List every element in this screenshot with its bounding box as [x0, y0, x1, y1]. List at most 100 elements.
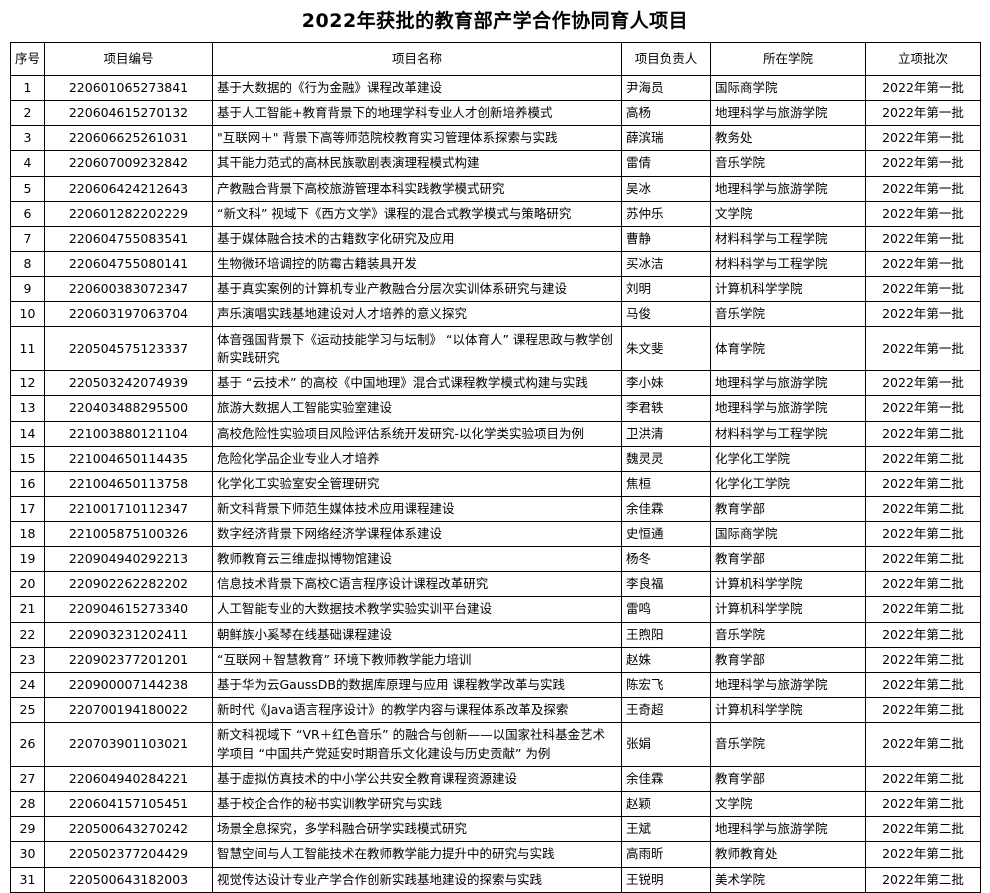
cell-college: 材料科学与工程学院	[710, 420, 866, 447]
cell-batch: 2022年第一批	[865, 200, 981, 227]
cell-project-leader: 吴冰	[621, 175, 711, 202]
cell-project-leader: 卫洪清	[621, 420, 711, 447]
cell-college: 计算机科学学院	[710, 571, 866, 598]
cell-project-code: 221004650114435	[44, 445, 213, 472]
cell-project-code: 220403488295500	[44, 395, 213, 422]
table-body: 1 220601065273841 基于大数据的《行为金融》课程改革建设 尹海员 国际商…	[10, 74, 981, 893]
cell-college: 教育学部	[710, 546, 866, 573]
cell-batch: 2022年第二批	[865, 671, 981, 698]
cell-index: 2	[10, 100, 45, 127]
cell-college: 地理科学与旅游学院	[710, 370, 866, 397]
cell-project-name: 人工智能专业的大数据技术教学实验实训平台建设	[212, 596, 622, 623]
cell-index: 8	[10, 250, 45, 278]
table-row: 13 220403488295500 旅游大数据人工智能实验室建设 李君轶 地理科学与旅…	[10, 395, 981, 422]
cell-college: 地理科学与旅游学院	[710, 100, 866, 127]
cell-project-name: 危险化学品企业专业人才培养	[212, 445, 622, 472]
cell-project-code: 220604755083541	[44, 225, 213, 252]
cell-project-name: 基于虚拟仿真技术的中小学公共安全教育课程资源建设	[212, 765, 622, 793]
cell-project-name: 生物微环培调控的防霉古籍装具开发	[212, 250, 622, 278]
cell-college: 化学化工学院	[710, 470, 866, 497]
cell-project-leader: 高杨	[621, 100, 711, 127]
cell-batch: 2022年第一批	[865, 250, 981, 278]
cell-batch: 2022年第二批	[865, 791, 981, 818]
cell-project-name: “新文科” 视域下《西方文学》课程的混合式教学模式与策略研究	[212, 200, 622, 227]
cell-project-name: 数字经济背景下网络经济学课程体系建设	[212, 520, 622, 548]
cell-project-name: 体音强国背景下《运动技能学习与坛制》 “以体育人” 课程思政与教学创新实践研究	[212, 326, 622, 372]
cell-project-name: "互联网＋" 背景下高等师范院校教育实习管理体系探索与实践	[212, 125, 622, 152]
cell-project-name: 基于华为云GaussDB的数据库原理与应用 课程教学改革与实践	[212, 671, 622, 698]
cell-batch: 2022年第二批	[865, 866, 981, 893]
column-header-batch: 立项批次	[865, 42, 981, 76]
cell-project-name: 声乐演唱实践基地建设对人才培养的意义探究	[212, 301, 622, 328]
cell-batch: 2022年第二批	[865, 470, 981, 497]
page-title: 2022年获批的教育部产学合作协同育人项目	[301, 10, 689, 32]
cell-college: 音乐学院	[710, 301, 866, 328]
cell-college: 国际商学院	[710, 74, 866, 102]
cell-index: 19	[10, 546, 45, 573]
cell-project-code: 220604755080141	[44, 250, 213, 278]
cell-project-code: 220603197063704	[44, 301, 213, 328]
cell-college: 地理科学与旅游学院	[710, 395, 866, 422]
cell-project-code: 220904940292213	[44, 546, 213, 573]
table-row: 22 220903231202411 朝鲜族小奚琴在线基础课程建设 王煦阳 音乐学院 20…	[10, 621, 981, 648]
cell-project-code: 220900007144238	[44, 671, 213, 698]
cell-project-code: 220604940284221	[44, 765, 213, 793]
cell-index: 17	[10, 495, 45, 523]
cell-project-code: 221003880121104	[44, 420, 213, 447]
cell-college: 教师教育处	[710, 841, 866, 868]
cell-college: 教育学部	[710, 495, 866, 523]
table-header-row: 序号 项目编号 项目名称 项目负责人 所在学院 立项批次	[10, 42, 981, 76]
cell-batch: 2022年第二批	[865, 495, 981, 523]
table-row: 20 220902262282202 信息技术背景下高校C语言程序设计课程改革研究李…	[10, 571, 981, 598]
cell-batch: 2022年第二批	[865, 520, 981, 548]
cell-college: 地理科学与旅游学院	[710, 816, 866, 843]
cell-batch: 2022年第一批	[865, 301, 981, 328]
cell-project-leader: 薛滨瑞	[621, 125, 711, 152]
cell-index: 10	[10, 301, 45, 328]
cell-project-name: 新文科背景下师范生媒体技术应用课程建设	[212, 495, 622, 523]
table-row: 23 220902377201201 “互联网＋智慧教育” 环境下教师教学能力培训赵…	[10, 646, 981, 673]
cell-project-name: 化学化工实验室安全管理研究	[212, 470, 622, 497]
cell-project-name: 视觉传达设计专业产学合作创新实践基地建设的探索与实践	[212, 866, 622, 893]
cell-college: 音乐学院	[710, 621, 866, 648]
cell-project-name: 基于校企合作的秘书实训教学研究与实践	[212, 791, 622, 818]
cell-project-code: 220902377201201	[44, 646, 213, 673]
table-row: 24 220900007144238 基于华为云GaussDB的数据库原理与应用 课…	[10, 671, 981, 698]
cell-batch: 2022年第一批	[865, 100, 981, 127]
cell-project-leader: 王锐明	[621, 866, 711, 893]
cell-college: 音乐学院	[710, 722, 866, 767]
cell-college: 音乐学院	[710, 150, 866, 177]
table-row: 26 220703901103021 新文科视域下 “VR＋红色音乐” 的融合与创新…	[10, 722, 981, 767]
projects-table: 序号 项目编号 项目名称 项目负责人 所在学院 立项批次 1 2206010652…	[10, 42, 981, 893]
cell-project-leader: 焦桓	[621, 470, 711, 497]
cell-index: 16	[10, 470, 45, 497]
table-row: 5 220606424212643 产教融合背景下高校旅游管理本科实践教学模式研究吴…	[10, 175, 981, 202]
cell-project-code: 220500643270242	[44, 816, 213, 843]
cell-college: 化学化工学院	[710, 445, 866, 472]
cell-project-code: 221001710112347	[44, 495, 213, 523]
cell-project-code: 220902262282202	[44, 571, 213, 598]
table-row: 28 220604157105451 基于校企合作的秘书实训教学研究与实践 赵颖 文学院…	[10, 791, 981, 818]
cell-batch: 2022年第一批	[865, 395, 981, 422]
cell-project-leader: 雷鸣	[621, 596, 711, 623]
cell-college: 计算机科学学院	[710, 275, 866, 303]
table-row: 29 220500643270242 场景全息探究，多学科融合研学实践模式研究 王斌地…	[10, 816, 981, 843]
cell-project-leader: 赵姝	[621, 646, 711, 673]
cell-batch: 2022年第二批	[865, 621, 981, 648]
cell-batch: 2022年第一批	[865, 370, 981, 397]
table-row: 2 220604615270132 基于人工智能+教育背景下的地理学科专业人才创新培…	[10, 100, 981, 127]
cell-index: 22	[10, 621, 45, 648]
cell-college: 文学院	[710, 200, 866, 227]
table-row: 12 220503242074939 基于 “云技术” 的高校《中国地理》混合式课程…	[10, 370, 981, 397]
cell-project-name: 其干能力范式的高林民族歌剧表演理程模式构建	[212, 150, 622, 177]
column-header-index: 序号	[10, 42, 45, 76]
cell-index: 14	[10, 420, 45, 447]
cell-project-leader: 朱文斐	[621, 326, 711, 372]
table-row: 4 220607009232842 其干能力范式的高林民族歌剧表演理程模式构建 雷倩音…	[10, 150, 981, 177]
cell-college: 国际商学院	[710, 520, 866, 548]
cell-college: 教育学部	[710, 765, 866, 793]
cell-college: 教育学部	[710, 646, 866, 673]
table-row: 21 220904615273340 人工智能专业的大数据技术教学实验实训平台建设雷…	[10, 596, 981, 623]
column-header-code: 项目编号	[44, 42, 213, 76]
cell-project-code: 220606424212643	[44, 175, 213, 202]
